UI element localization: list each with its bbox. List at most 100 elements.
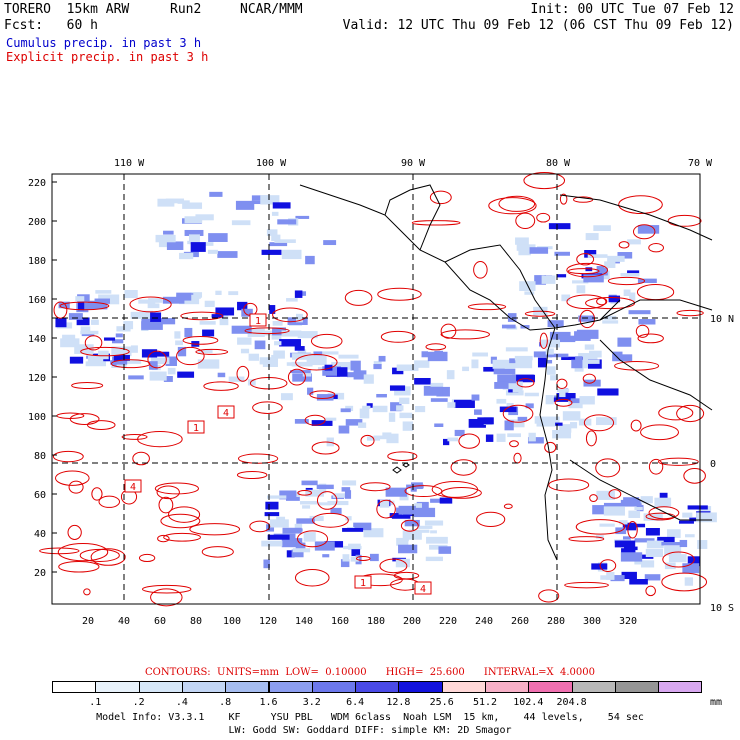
precip-cell (517, 416, 528, 421)
precip-cell (271, 211, 279, 216)
precip-cell (552, 430, 572, 439)
precip-cell (281, 249, 302, 260)
precip-cell (124, 290, 138, 299)
precip-cell (638, 319, 656, 325)
precip-cell (477, 417, 494, 425)
precip-cell (518, 248, 531, 256)
precip-cell (398, 505, 416, 515)
precip-cell (630, 523, 646, 528)
precip-cell (506, 402, 514, 408)
precip-cell (111, 346, 132, 357)
contour-ring (141, 584, 192, 594)
precip-cell (538, 416, 560, 427)
precip-cell (622, 522, 637, 531)
contour-ring (380, 330, 416, 343)
precip-cell (585, 233, 599, 241)
contour-ring (599, 559, 617, 572)
precip-cell (402, 421, 414, 431)
precip-cell (285, 496, 300, 501)
precip-cell (162, 296, 185, 304)
precip-cell (585, 359, 600, 364)
precip-cell (282, 527, 302, 534)
contour-ring (404, 485, 443, 498)
precip-cell (425, 556, 443, 562)
contour-ring (236, 365, 250, 382)
precip-cell (610, 575, 625, 582)
contour-ring (71, 381, 104, 390)
precip-cell (416, 501, 429, 509)
precip-cell (316, 484, 334, 490)
precip-cell (269, 305, 276, 314)
contour-ring (90, 548, 126, 566)
contour-ring (440, 323, 457, 339)
precip-cell (696, 512, 717, 523)
contour-ring (309, 390, 336, 399)
contour-ring (523, 171, 566, 190)
precip-cell (430, 382, 444, 387)
precip-cell (305, 489, 324, 497)
precip-cell (237, 301, 248, 311)
precip-cell (385, 487, 408, 497)
legend-label: .1 (89, 697, 102, 708)
precip-cell (421, 351, 429, 358)
legend-swatch (268, 681, 313, 693)
precip-cell (295, 542, 306, 552)
contour-ring (648, 243, 664, 253)
precip-cell (396, 537, 409, 546)
precip-cell (260, 195, 280, 205)
precip-cell (240, 348, 250, 354)
contour-ring (589, 494, 598, 502)
precip-cell (654, 497, 672, 508)
contour-ring (312, 512, 349, 528)
precip-cell (111, 339, 124, 344)
precip-cell (261, 540, 283, 547)
precip-cell (571, 359, 583, 369)
precip-cell (369, 553, 379, 562)
precip-cell (534, 416, 542, 424)
contour-ring (648, 506, 680, 520)
contour-ring (458, 433, 480, 449)
precip-cell (439, 497, 453, 504)
precip-cell (166, 241, 184, 250)
precip-cell (294, 290, 303, 298)
precip-cell (373, 361, 382, 366)
precip-cell (274, 341, 282, 346)
contour-ring (294, 569, 330, 587)
precip-cell (345, 419, 363, 426)
precip-cell (138, 299, 156, 304)
model-title: TORERO 15km ARW (4, 2, 130, 17)
axis-ticks (52, 181, 57, 573)
contour-ring (502, 404, 534, 423)
precip-cell (697, 506, 712, 515)
contour-ring (138, 553, 156, 563)
precip-cell (147, 303, 160, 309)
precip-cell (637, 278, 657, 284)
precip-cell (678, 520, 694, 524)
contour-label: 4 (420, 584, 426, 595)
precip-cell (592, 505, 605, 515)
precip-cell (413, 507, 436, 518)
precip-cell (447, 437, 458, 442)
run-label: Run2 (170, 2, 202, 17)
precip-cell (549, 353, 569, 358)
precip-cell (80, 330, 99, 335)
precip-cell (269, 242, 288, 247)
precip-cell (438, 546, 452, 554)
precip-cell (302, 369, 312, 377)
coastlines (299, 184, 713, 561)
precip-cell (80, 326, 91, 333)
precip-cell (379, 499, 390, 508)
cuba-outline (559, 194, 713, 241)
precip-cell (417, 525, 433, 529)
precip-cell (597, 388, 619, 396)
precip-cell (430, 398, 448, 402)
precip-cell (410, 486, 417, 492)
precip-cell (607, 255, 625, 262)
precip-cell (142, 310, 153, 320)
y-tick-label: 80 (34, 451, 46, 462)
precip-cell (302, 505, 311, 509)
legend-swatch (181, 681, 227, 693)
precip-cell (547, 320, 564, 328)
precip-cell (60, 338, 80, 348)
contour-ring (618, 195, 663, 214)
